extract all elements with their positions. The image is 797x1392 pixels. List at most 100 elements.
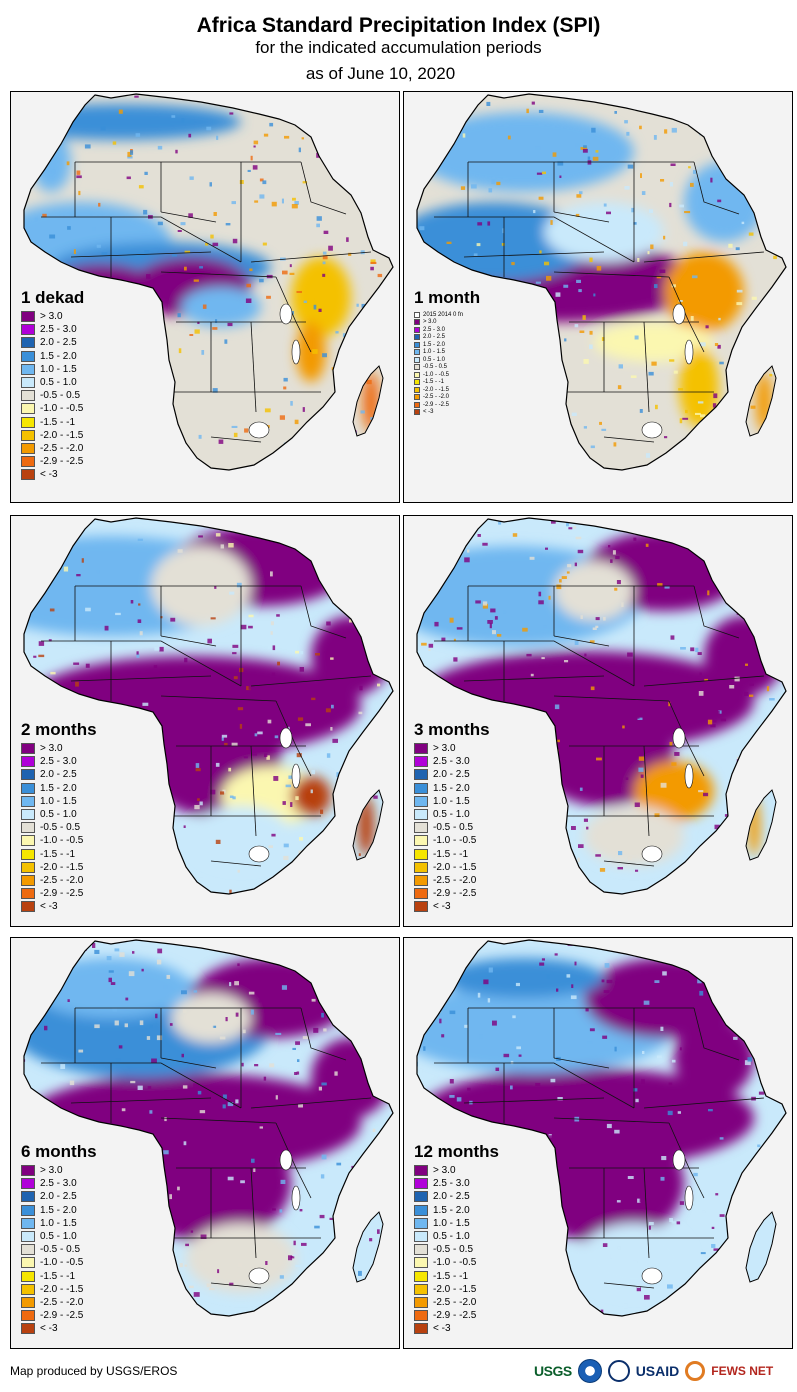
spi-speckle xyxy=(699,672,702,676)
spi-speckle xyxy=(729,829,734,834)
spi-speckle xyxy=(101,252,108,255)
spi-speckle xyxy=(553,1210,557,1215)
spi-speckle xyxy=(347,188,350,192)
spi-speckle xyxy=(125,745,129,750)
spi-speckle xyxy=(104,393,108,397)
spi-speckle xyxy=(156,1035,163,1041)
spi-speckle xyxy=(222,789,226,793)
spi-speckle xyxy=(559,792,564,796)
spi-speckle xyxy=(331,445,337,449)
spi-speckle xyxy=(708,1085,714,1091)
spi-speckle xyxy=(190,1230,194,1233)
spi-speckle xyxy=(532,1095,539,1099)
spi-speckle xyxy=(411,471,414,476)
legend-item: 0.5 - 1.0 xyxy=(414,356,463,364)
legend-label: 0.5 - 1.0 xyxy=(423,356,446,363)
spi-speckle xyxy=(579,191,583,195)
spi-region xyxy=(181,287,261,327)
spi-speckle xyxy=(189,176,194,180)
legend-label: 0.5 - 1.0 xyxy=(40,377,77,389)
spi-speckle xyxy=(390,647,393,652)
spi-speckle xyxy=(465,277,471,280)
spi-speckle xyxy=(676,1221,681,1225)
spi-speckle xyxy=(641,191,646,195)
spi-speckle xyxy=(323,230,329,234)
legend-label: > 3.0 xyxy=(433,1165,456,1177)
spi-speckle xyxy=(583,359,589,364)
spi-speckle xyxy=(56,706,60,710)
spi-speckle xyxy=(650,244,654,250)
spi-speckle xyxy=(479,1034,483,1039)
spi-speckle xyxy=(332,738,338,743)
madagascar-coastline xyxy=(745,365,777,437)
spi-speckle xyxy=(523,1291,527,1295)
legend-swatch xyxy=(21,363,35,375)
legend-swatch xyxy=(21,874,35,886)
spi-speckle xyxy=(306,537,312,540)
legend-item: > 3.0 xyxy=(21,1164,83,1177)
spi-speckle xyxy=(185,1243,189,1247)
spi-speckle xyxy=(602,1035,608,1039)
spi-speckle xyxy=(178,348,182,354)
spi-speckle xyxy=(750,405,756,409)
spi-speckle xyxy=(198,1133,205,1137)
spi-speckle xyxy=(346,780,351,783)
spi-speckle xyxy=(663,235,666,240)
spi-speckle xyxy=(89,1167,95,1171)
legend-item: -2.9 - -2.5 xyxy=(21,1309,83,1322)
spi-speckle xyxy=(648,371,654,376)
spi-speckle xyxy=(377,662,382,666)
spi-speckle xyxy=(227,1019,231,1021)
map-subtitle: for the indicated accumulation periods xyxy=(255,38,542,57)
map-panel-1-dekad: 1 dekad > 3.0 2.5 - 3.0 2.0 - 2.5 1.5 - 2.0… xyxy=(10,91,400,503)
spi-speckle xyxy=(377,683,381,687)
country-border xyxy=(160,635,217,647)
spi-speckle xyxy=(568,438,571,444)
legend-swatch xyxy=(21,848,35,860)
spi-speckle xyxy=(253,140,259,145)
spi-speckle xyxy=(577,857,580,863)
spi-speckle xyxy=(627,652,633,657)
legend-item: -2.0 - -1.5 xyxy=(414,861,476,874)
legend-label: 1.5 - 2.0 xyxy=(40,1204,77,1216)
spi-speckle xyxy=(782,276,786,280)
spi-speckle xyxy=(603,203,607,207)
legend-label: -1.5 - -1 xyxy=(433,848,469,860)
spi-speckle xyxy=(765,1265,771,1269)
spi-speckle xyxy=(494,1312,499,1316)
spi-speckle xyxy=(530,673,534,677)
spi-speckle xyxy=(46,167,52,172)
legend-item: 1.5 - 2.0 xyxy=(21,1204,83,1217)
legend-item: 2.0 - 2.5 xyxy=(21,1190,83,1203)
spi-speckle xyxy=(305,723,311,727)
spi-speckle xyxy=(485,740,491,744)
spi-speckle xyxy=(352,132,356,136)
spi-speckle xyxy=(641,1079,645,1084)
spi-speckle xyxy=(423,1046,426,1051)
spi-speckle xyxy=(695,647,699,653)
spi-speckle xyxy=(446,461,452,465)
spi-speckle xyxy=(654,980,660,983)
legend-label: -1.5 - -1 xyxy=(40,848,76,860)
spi-speckle xyxy=(178,1142,183,1146)
spi-speckle xyxy=(69,1080,75,1086)
spi-speckle xyxy=(299,667,304,672)
spi-speckle xyxy=(177,1186,180,1191)
spi-speckle xyxy=(389,1074,393,1077)
spi-speckle xyxy=(150,757,153,762)
africa-spi-map xyxy=(416,939,787,1317)
spi-speckle xyxy=(715,710,720,715)
spi-speckle xyxy=(17,993,23,998)
spi-speckle xyxy=(74,708,79,713)
spi-speckle xyxy=(644,1295,650,1300)
spi-speckle xyxy=(292,197,296,201)
spi-speckle xyxy=(56,547,61,552)
country-border xyxy=(553,271,670,278)
usaid-logo: USAID xyxy=(635,1363,680,1379)
spi-speckle xyxy=(93,816,98,819)
spi-speckle xyxy=(369,1238,373,1242)
spi-speckle xyxy=(112,1007,117,1012)
spi-speckle xyxy=(761,863,767,866)
country-border xyxy=(643,745,650,837)
spi-speckle xyxy=(251,753,258,756)
